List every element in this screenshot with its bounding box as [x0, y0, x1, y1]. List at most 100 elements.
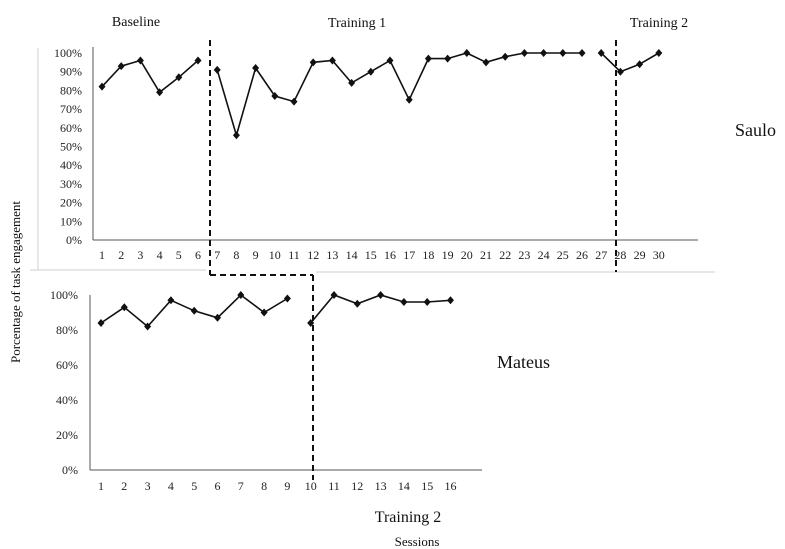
mateus-data-point [330, 291, 338, 299]
mateus-data-point [167, 296, 175, 305]
saulo-data-point [616, 67, 624, 76]
saulo-data-point [232, 131, 240, 140]
saulo-data-point [98, 82, 106, 91]
saulo-y-ticks: 0% 10% 20% 30% 40% 50% 60% 70% 80% 90% 100% [54, 46, 82, 247]
mateus-x-tick-label: 5 [191, 479, 197, 493]
saulo-phase-1-line [101, 59, 199, 94]
saulo-data-point [117, 62, 125, 71]
saulo-x-tick-label: 4 [157, 248, 163, 262]
mateus-y-tick-label: 60% [56, 358, 78, 372]
saulo-x-tick-label: 3 [137, 248, 143, 262]
mateus-data-point [237, 291, 245, 299]
saulo-data-point [405, 95, 413, 104]
saulo-x-tick-label: 27 [595, 248, 607, 262]
saulo-data-point [444, 54, 452, 63]
saulo-x-tick-label: 9 [253, 248, 259, 262]
mateus-data-point [214, 313, 221, 322]
mateus-data-points [97, 291, 454, 331]
mateus-x-ticks: 1 2 3 4 5 6 7 8 9 10 11 12 13 14 15 16 [98, 479, 457, 493]
saulo-data-point [482, 58, 490, 67]
saulo-x-tick-label: 10 [269, 248, 281, 262]
saulo-data-point [348, 78, 356, 87]
saulo-data-point [540, 49, 548, 57]
saulo-x-tick-label: 29 [634, 248, 646, 262]
saulo-data-point [136, 56, 144, 65]
saulo-data-point [213, 65, 221, 74]
mateus-x-tick-label: 15 [421, 479, 433, 493]
saulo-y-tick-label: 10% [60, 214, 82, 228]
mateus-x-tick-label: 2 [121, 479, 127, 493]
saulo-data-point [597, 49, 605, 57]
mateus-x-tick-label: 9 [284, 479, 290, 493]
mateus-x-tick-label: 4 [168, 479, 174, 493]
mateus-data-point [120, 303, 128, 312]
saulo-data-point [501, 52, 509, 61]
saulo-data-point [520, 49, 528, 57]
saulo-x-tick-label: 2 [118, 248, 124, 262]
saulo-x-tick-label: 30 [653, 248, 665, 262]
saulo-phase-label-training-2: Training 2 [630, 16, 688, 31]
saulo-participant-label: Saulo [735, 120, 776, 140]
saulo-data-point [463, 49, 471, 57]
mateus-data-point [144, 322, 152, 331]
phase-change-lines [209, 40, 617, 480]
mateus-data-point [447, 296, 454, 305]
mateus-data-point [400, 298, 408, 306]
mateus-y-tick-label: 80% [56, 323, 78, 337]
saulo-phase-label-training-1: Training 1 [328, 16, 386, 31]
mateus-x-tick-label: 14 [398, 479, 410, 493]
saulo-y-tick-label: 20% [60, 196, 82, 210]
mateus-participant-label: Mateus [497, 352, 550, 372]
saulo-data-point [655, 49, 663, 57]
mateus-x-tick-label: 3 [145, 479, 151, 493]
saulo-x-tick-label: 15 [365, 248, 377, 262]
saulo-data-point [252, 63, 260, 72]
saulo-data-points [98, 49, 663, 140]
saulo-x-tick-label: 5 [176, 248, 182, 262]
saulo-phase-2-line [216, 52, 582, 139]
mateus-data-point [377, 291, 385, 299]
saulo-y-tick-label: 100% [54, 46, 82, 60]
mateus-x-tick-label: 16 [445, 479, 457, 493]
mateus-data-point [190, 306, 198, 315]
mateus-x-tick-label: 7 [238, 479, 244, 493]
mateus-y-ticks: 0% 20% 40% 60% 80% 100% [50, 288, 78, 477]
saulo-y-tick-label: 50% [60, 140, 82, 154]
y-axis-title: Porcentage of task engagement [8, 201, 23, 363]
mateus-x-tick-label: 13 [375, 479, 387, 493]
saulo-series-lines [101, 52, 660, 139]
mateus-phase-2-line [310, 294, 451, 324]
saulo-y-tick-label: 80% [60, 83, 82, 97]
mateus-x-tick-label: 6 [215, 479, 221, 493]
mateus-y-tick-label: 40% [56, 393, 78, 407]
saulo-y-tick-label: 60% [60, 121, 82, 135]
saulo-phase-label-baseline: Baseline [112, 15, 160, 30]
saulo-data-point [559, 49, 567, 57]
saulo-x-tick-label: 20 [461, 248, 473, 262]
mateus-y-tick-label: 100% [50, 288, 78, 302]
saulo-x-tick-label: 13 [326, 248, 338, 262]
saulo-x-tick-label: 18 [422, 248, 434, 262]
mateus-data-point [283, 294, 291, 303]
saulo-data-point [271, 92, 279, 101]
mateus-series-lines [100, 293, 451, 328]
saulo-y-tick-label: 30% [60, 177, 82, 191]
saulo-data-point [156, 88, 164, 97]
saulo-x-tick-label: 12 [307, 248, 319, 262]
mateus-y-tick-label: 20% [56, 428, 78, 442]
mateus-panel: 0%20%40%60%80%100% 1 2 3 4 5 6 7 8 9 10 11 12 13 14 15… [50, 288, 550, 526]
saulo-x-tick-label: 11 [288, 248, 300, 262]
x-axis-title: Sessions [395, 534, 440, 549]
mateus-data-point [97, 319, 105, 327]
saulo-x-tick-label: 26 [576, 248, 588, 262]
saulo-x-tick-label: 22 [499, 248, 511, 262]
saulo-data-point [578, 49, 586, 57]
saulo-data-point [194, 56, 202, 65]
mateus-y-tick-label: 0% [62, 463, 78, 477]
saulo-data-point [309, 58, 317, 67]
saulo-x-tick-label: 6 [195, 248, 201, 262]
mateus-phase-label-training-2: Training 2 [375, 509, 442, 526]
saulo-x-tick-label: 1 [99, 248, 105, 262]
